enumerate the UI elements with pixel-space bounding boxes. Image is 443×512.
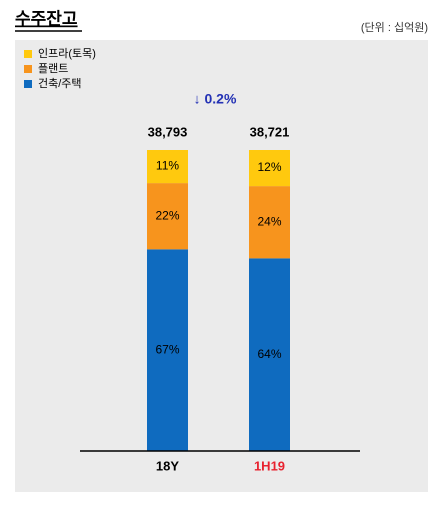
total-label: 38,721 <box>250 124 290 139</box>
bar-segment <box>249 150 290 187</box>
legend-label: 인프라(토목) <box>38 47 96 60</box>
bar-segment <box>147 249 188 451</box>
bar-segment <box>249 186 290 259</box>
value-label: 67% <box>155 342 179 356</box>
legend-label: 플랜트 <box>38 62 68 75</box>
legend-swatch <box>24 65 32 73</box>
value-label: 22% <box>155 208 179 222</box>
x-tick-label: 1H19 <box>254 458 285 473</box>
total-label: 38,793 <box>148 124 188 139</box>
value-label: 64% <box>257 347 281 361</box>
annotation: ↓ 0.2% <box>194 91 237 107</box>
legend-swatch <box>24 50 32 58</box>
bar-segment <box>249 258 290 451</box>
legend-swatch <box>24 80 32 88</box>
legend-label: 건축/주택 <box>38 77 82 90</box>
unit-label: (단위 : 십억원) <box>361 21 428 34</box>
value-label: 11% <box>156 159 179 173</box>
plot-background <box>15 40 428 492</box>
bar-segment <box>147 183 188 250</box>
x-tick-label: 18Y <box>156 458 179 473</box>
value-label: 12% <box>257 160 281 174</box>
bar-segment <box>147 150 188 184</box>
chart-title: 수주잔고 <box>15 9 78 28</box>
value-label: 24% <box>257 214 281 228</box>
